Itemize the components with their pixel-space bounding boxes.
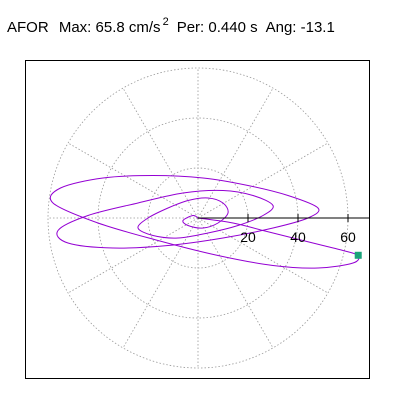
radial-axis: 20 40 60 [198,214,370,245]
max-value: 65.8 cm/s 2 [95,16,169,36]
plot-frame [25,60,370,379]
trajectory-trace [49,174,360,269]
grid-spoke [197,87,274,219]
station-code: AFOR [7,19,49,36]
radial-tick-label: 40 [290,229,306,245]
grid-spoke [67,142,199,219]
angle-label: Ang: [265,19,297,36]
period-value: 0.440 s [208,19,258,36]
chart-header: AFOR Max: 65.8 cm/s 2 Per: 0.440 s Ang: -13… [7,16,335,36]
grid-spoke [197,142,329,219]
radial-tick-label: 20 [240,229,256,245]
grid-spoke [67,217,199,294]
trace-line [49,174,360,269]
max-point-marker [354,251,362,259]
max-marker-group [354,251,362,259]
radial-tick-label: 60 [340,229,356,245]
max-unit-exponent: 2 [162,16,169,28]
period-label: Per: [176,19,205,36]
angle-value: -13.1 [300,19,335,36]
max-label: Max: [58,19,92,36]
grid-spoke [197,217,274,349]
grid-spoke [122,87,199,219]
grid-spoke [122,217,199,349]
